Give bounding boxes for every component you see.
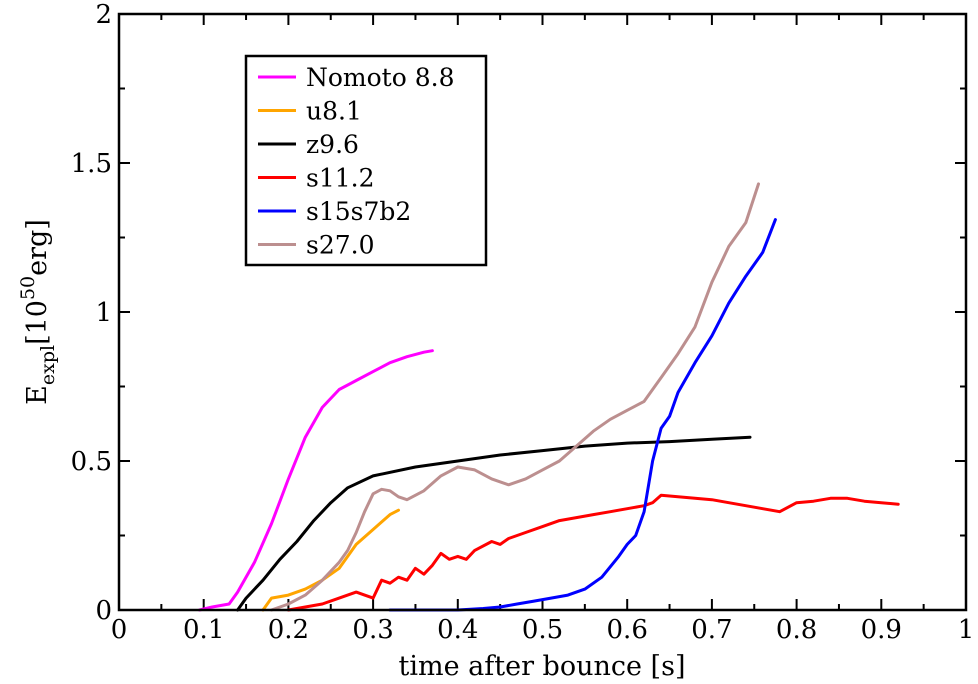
series-line-nomoto-8-8 [198, 349, 434, 612]
x-tick-label: 0.1 [183, 615, 224, 645]
series-layer [198, 182, 900, 612]
y-axis-ticks: 0 0.5 1 1.5 2 [71, 0, 966, 626]
y-axis-label-base: E [22, 385, 53, 405]
x-tick-label: 0.3 [352, 615, 393, 645]
y-tick-label: 1 [95, 298, 112, 328]
legend-label-u8-1: u8.1 [306, 97, 362, 126]
y-axis-label-subscript: expl [37, 345, 59, 385]
x-tick-label: 0 [111, 615, 128, 645]
series-line-z9-6 [236, 435, 752, 612]
legend-label-s11-2: s11.2 [306, 164, 375, 193]
legend-label-nomoto-8-8: Nomoto 8.8 [306, 63, 455, 92]
y-axis-label-superscript: 50 [17, 276, 39, 300]
y-axis-label: Eexpl[1050erg] [17, 219, 59, 405]
y-axis-label-unit-pre: [10 [22, 300, 53, 345]
x-tick-label: 0.2 [268, 615, 309, 645]
legend: Nomoto 8.8 u8.1 z9.6 s11.2 s15s7b2 s27.0 [244, 54, 488, 267]
series-line-u8-1 [261, 508, 400, 612]
y-axis-label-unit-post: erg] [22, 219, 53, 276]
series-line-s27-0 [270, 182, 760, 612]
x-tick-label: 0.4 [437, 615, 478, 645]
x-tick-label: 0.6 [607, 615, 648, 645]
legend-label-s15s7b2: s15s7b2 [306, 197, 411, 226]
series-line-s15s7b2 [388, 218, 777, 612]
x-tick-label: 0.5 [522, 615, 563, 645]
x-tick-label: 0.7 [691, 615, 732, 645]
y-tick-label: 1.5 [71, 149, 112, 179]
x-axis-label: time after bounce [s] [399, 651, 686, 682]
x-tick-label: 0.8 [776, 615, 817, 645]
y-tick-label: 0 [95, 596, 112, 626]
legend-box [244, 54, 488, 267]
plot-frame [117, 12, 968, 612]
legend-label-s27-0: s27.0 [306, 231, 375, 260]
legend-label-z9-6: z9.6 [306, 130, 359, 159]
y-tick-label: 0.5 [71, 447, 112, 477]
x-tick-label: 1 [958, 615, 975, 645]
y-tick-label: 2 [95, 0, 112, 30]
series-line-s11-2 [286, 493, 900, 612]
x-axis-ticks: 0 0.1 0.2 0.3 0.4 0.5 0.6 0.7 0.8 0.9 1 [111, 14, 975, 645]
x-tick-label: 0.9 [861, 615, 902, 645]
